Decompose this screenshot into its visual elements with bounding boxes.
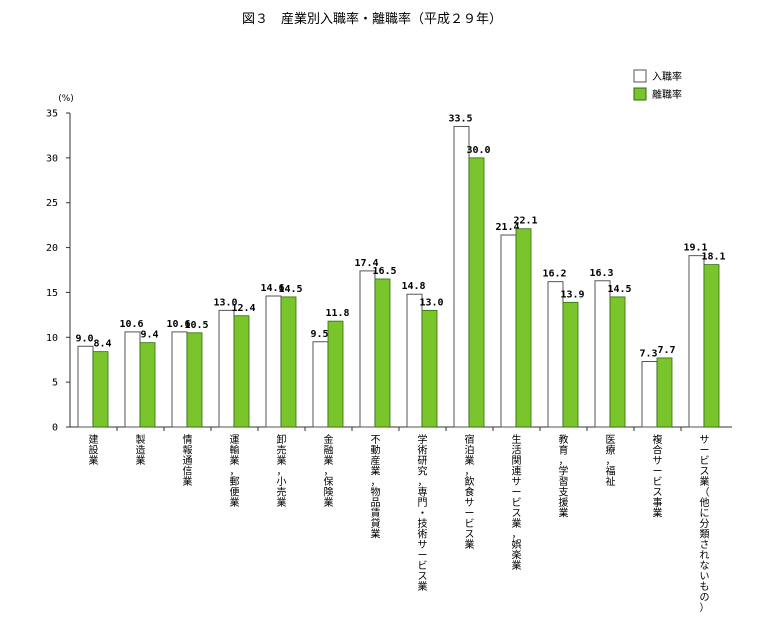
bar-separation-rate	[280, 296, 297, 428]
category-label: 建設業	[89, 433, 99, 467]
category-label: 不動産業，物品賃貸業	[371, 435, 381, 541]
bar-entry-rate	[124, 331, 141, 428]
bar-separation-rate	[703, 264, 720, 428]
category-label: 医療，福祉	[606, 434, 616, 488]
category-label: 卸売業，小売業	[277, 433, 287, 509]
data-label-separation-rate: 13.0	[419, 297, 443, 308]
data-label-separation-rate: 14.5	[607, 284, 631, 295]
bar-separation-rate	[515, 228, 532, 428]
y-tick-label: 35	[46, 109, 58, 120]
data-label-entry-rate: 13.0	[213, 297, 237, 308]
data-label-entry-rate: 33.5	[448, 113, 472, 124]
data-label-entry-rate: 9.0	[75, 333, 93, 344]
bar-separation-rate	[139, 342, 156, 428]
data-label-separation-rate: 22.1	[513, 216, 537, 227]
y-tick-label: 15	[46, 288, 58, 299]
category-label: 学術研究，専門・技術サービス業	[418, 433, 428, 593]
category-label: サービス業（他に分類されないもの）	[700, 434, 710, 614]
bar-entry-rate	[641, 361, 658, 428]
bar-separation-rate	[92, 351, 109, 428]
chart-title: 図３ 産業別入職率・離職率（平成２９年）	[242, 11, 502, 27]
data-label-entry-rate: 17.4	[354, 258, 378, 269]
data-label-entry-rate: 7.3	[639, 349, 657, 360]
data-label-separation-rate: 10.5	[184, 320, 208, 331]
data-label-entry-rate: 19.1	[683, 243, 707, 254]
data-label-separation-rate: 8.4	[93, 339, 111, 350]
category-label: 情報通信業	[183, 433, 193, 488]
bar-entry-rate	[312, 341, 329, 428]
data-label-separation-rate: 7.7	[657, 345, 675, 356]
bar-separation-rate	[609, 296, 626, 428]
bar-entry-rate	[688, 255, 705, 428]
legend-label: 入職率	[652, 70, 682, 83]
data-label-entry-rate: 16.2	[542, 269, 566, 280]
data-label-entry-rate: 16.3	[589, 268, 613, 279]
category-label: 製造業	[136, 433, 146, 467]
category-label: 複合サービス事業	[653, 433, 663, 520]
data-label-separation-rate: 13.9	[560, 289, 584, 300]
y-tick-label: 30	[46, 153, 58, 164]
bar-entry-rate	[453, 125, 470, 428]
data-label-separation-rate: 9.4	[140, 330, 158, 341]
data-label-entry-rate: 14.6	[260, 283, 284, 294]
y-tick-label: 25	[46, 198, 58, 209]
y-tick-label: 20	[46, 243, 58, 254]
y-tick-label: 10	[46, 333, 58, 344]
bar-separation-rate	[233, 315, 250, 428]
category-label: 金融業，保険業	[324, 433, 334, 509]
legend-swatch	[633, 87, 647, 101]
category-label: 宿泊業，飲食サービス業	[465, 433, 475, 551]
y-tick-label: 0	[52, 423, 58, 434]
category-label: 教育，学習支援業	[559, 433, 569, 520]
bar-entry-rate	[547, 281, 564, 428]
data-label-separation-rate: 16.5	[372, 266, 396, 277]
data-label-separation-rate: 11.8	[325, 308, 349, 319]
legend-label: 離職率	[652, 88, 682, 101]
category-label: 生活関連サービス業，娯楽業	[512, 433, 522, 572]
bar-separation-rate	[468, 157, 485, 428]
bar-separation-rate	[374, 278, 391, 428]
data-label-entry-rate: 9.5	[310, 329, 328, 340]
bar-separation-rate	[562, 301, 579, 428]
category-label: 運輸業，郵便業	[230, 434, 240, 509]
bar-entry-rate	[594, 280, 611, 428]
y-axis-unit: (%)	[58, 94, 74, 104]
data-label-entry-rate: 10.6	[166, 319, 190, 330]
data-label-separation-rate: 30.0	[466, 145, 490, 156]
bar-separation-rate	[421, 309, 438, 428]
bar-entry-rate	[265, 295, 282, 428]
legend-swatch	[633, 69, 647, 83]
data-label-separation-rate: 18.1	[701, 252, 725, 263]
data-label-entry-rate: 14.8	[401, 281, 425, 292]
data-label-separation-rate: 12.4	[231, 303, 255, 314]
bar-entry-rate	[77, 345, 94, 428]
bar-entry-rate	[171, 331, 188, 428]
bar-entry-rate	[500, 234, 517, 428]
bar-separation-rate	[656, 357, 673, 428]
bar-separation-rate	[186, 332, 203, 428]
bar-entry-rate	[359, 270, 376, 428]
data-label-entry-rate: 10.6	[119, 319, 143, 330]
data-label-entry-rate: 21.4	[495, 222, 519, 233]
bar-entry-rate	[218, 309, 235, 428]
y-tick-label: 5	[52, 378, 58, 389]
data-label-separation-rate: 14.5	[278, 284, 302, 295]
bar-entry-rate	[406, 293, 423, 428]
bar-separation-rate	[327, 320, 344, 428]
